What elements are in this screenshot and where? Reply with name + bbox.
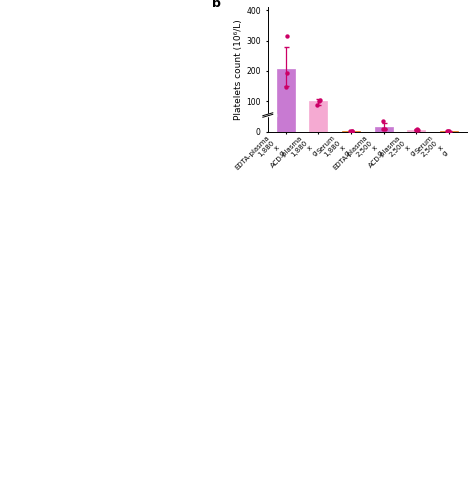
Bar: [374, 127, 392, 132]
Point: [413, 125, 420, 133]
Point: [283, 32, 291, 40]
Y-axis label: Platelets count (10⁶/L): Platelets count (10⁶/L): [235, 19, 244, 120]
Bar: [277, 69, 295, 132]
Point: [412, 126, 420, 134]
Point: [446, 127, 453, 135]
Text: b: b: [212, 0, 221, 10]
Point: [348, 127, 356, 135]
Point: [379, 125, 387, 133]
Point: [444, 127, 451, 135]
Point: [283, 69, 291, 77]
Point: [282, 83, 289, 91]
Point: [414, 126, 421, 134]
Point: [444, 127, 452, 135]
Bar: [407, 130, 425, 132]
Point: [346, 127, 354, 135]
Bar: [310, 102, 328, 132]
Point: [382, 125, 389, 133]
Point: [380, 117, 387, 125]
Point: [317, 96, 324, 103]
Point: [315, 97, 323, 104]
Point: [313, 101, 320, 109]
Point: [348, 127, 356, 135]
